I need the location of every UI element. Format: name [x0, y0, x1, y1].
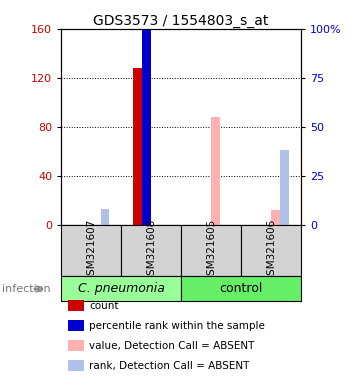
Text: GSM321606: GSM321606 [266, 219, 276, 282]
Bar [61, 225, 121, 276]
Text: infection: infection [2, 284, 50, 294]
Text: GSM321605: GSM321605 [206, 219, 216, 282]
Text: value, Detection Call = ABSENT: value, Detection Call = ABSENT [89, 341, 255, 351]
Bar [211, 117, 220, 225]
Bar [61, 276, 181, 301]
Bar [133, 68, 142, 225]
Bar [241, 225, 301, 276]
Title: GDS3573 / 1554803_s_at: GDS3573 / 1554803_s_at [93, 14, 269, 28]
Bar [181, 276, 301, 301]
Text: rank, Detection Call = ABSENT: rank, Detection Call = ABSENT [89, 361, 250, 371]
Text: percentile rank within the sample: percentile rank within the sample [89, 321, 265, 331]
Bar [121, 225, 181, 276]
Bar [280, 150, 289, 225]
Text: control: control [219, 283, 263, 295]
Text: count: count [89, 301, 119, 311]
Bar [181, 225, 241, 276]
Text: C. pneumonia: C. pneumonia [78, 283, 164, 295]
Bar [100, 209, 110, 225]
Bar [271, 210, 280, 225]
Text: GSM321607: GSM321607 [86, 219, 96, 282]
Text: GSM321608: GSM321608 [146, 219, 156, 282]
Bar [142, 0, 152, 225]
